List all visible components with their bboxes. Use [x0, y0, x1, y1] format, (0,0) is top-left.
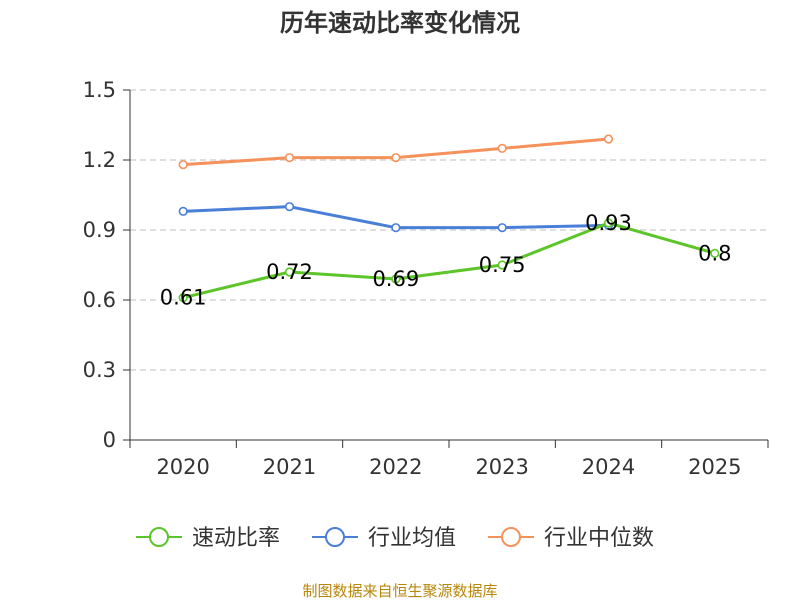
- y-tick-label: 0.9: [83, 218, 116, 242]
- x-tick-label: 2023: [475, 455, 528, 479]
- y-tick-label: 0.3: [83, 358, 116, 382]
- legend[interactable]: 速动比率 行业均值 行业中位数: [136, 526, 654, 551]
- data-label: 0.8: [698, 241, 731, 265]
- series-line: [182, 221, 716, 300]
- data-label: 0.69: [372, 267, 419, 291]
- data-point[interactable]: [178, 160, 188, 170]
- x-tick-label: 2021: [263, 455, 316, 479]
- legend-marker-icon: [325, 527, 345, 547]
- source-note: 制图数据来自恒生聚源数据库: [302, 582, 497, 600]
- axes: 0 0.3 0.6 0.9 1.2 1.5 2020 2021 2022 2023 2024 2025: [83, 78, 769, 479]
- data-label: 0.75: [479, 253, 526, 277]
- data-point[interactable]: [178, 293, 188, 303]
- legend-item[interactable]: 行业中位数: [488, 526, 654, 551]
- y-tick-label: 1.5: [83, 78, 116, 102]
- data-point[interactable]: [603, 134, 614, 144]
- data-point[interactable]: [391, 274, 401, 284]
- y-tick-label: 1.2: [83, 148, 116, 172]
- data-point[interactable]: [497, 223, 507, 233]
- legend-marker-icon: [149, 527, 169, 547]
- data-point[interactable]: [497, 143, 507, 153]
- series: [178, 134, 720, 303]
- grid: [130, 89, 768, 371]
- legend-label: 行业中位数: [544, 526, 654, 551]
- data-point[interactable]: [391, 223, 401, 233]
- y-tick-label: 0: [103, 428, 116, 452]
- data-label: 0.61: [160, 286, 207, 310]
- legend-label: 行业均值: [368, 526, 456, 551]
- data-point[interactable]: [284, 202, 295, 212]
- chart-title: 历年速动比率变化情况: [280, 9, 520, 37]
- data-label: 0.72: [266, 260, 313, 284]
- data-point[interactable]: [497, 260, 507, 270]
- data-point[interactable]: [603, 218, 614, 228]
- legend-item[interactable]: 行业均值: [312, 526, 456, 551]
- x-tick-label: 2024: [582, 455, 635, 479]
- data-point[interactable]: [710, 248, 720, 258]
- y-tick-label: 0.6: [83, 288, 116, 312]
- x-tick-label: 2020: [156, 455, 209, 479]
- legend-item[interactable]: 速动比率: [136, 526, 280, 551]
- legend-label: 速动比率: [192, 526, 280, 551]
- x-tick-label: 2025: [688, 455, 741, 479]
- data-point[interactable]: [178, 206, 188, 216]
- data-labels: 0.61 0.72 0.69 0.75 0.93 0.8: [160, 211, 732, 310]
- data-label: 0.93: [585, 211, 632, 235]
- data-point[interactable]: [284, 267, 295, 277]
- data-point[interactable]: [284, 153, 295, 163]
- legend-marker-icon: [501, 527, 521, 547]
- data-point[interactable]: [391, 153, 401, 163]
- x-tick-label: 2022: [369, 455, 422, 479]
